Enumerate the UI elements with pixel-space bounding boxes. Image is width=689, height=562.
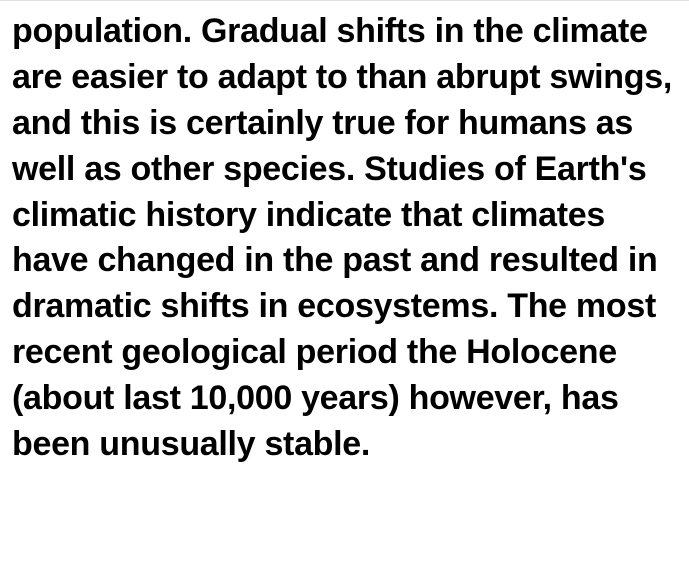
body-paragraph: population. Gradual shifts in the climat… <box>0 1 689 468</box>
